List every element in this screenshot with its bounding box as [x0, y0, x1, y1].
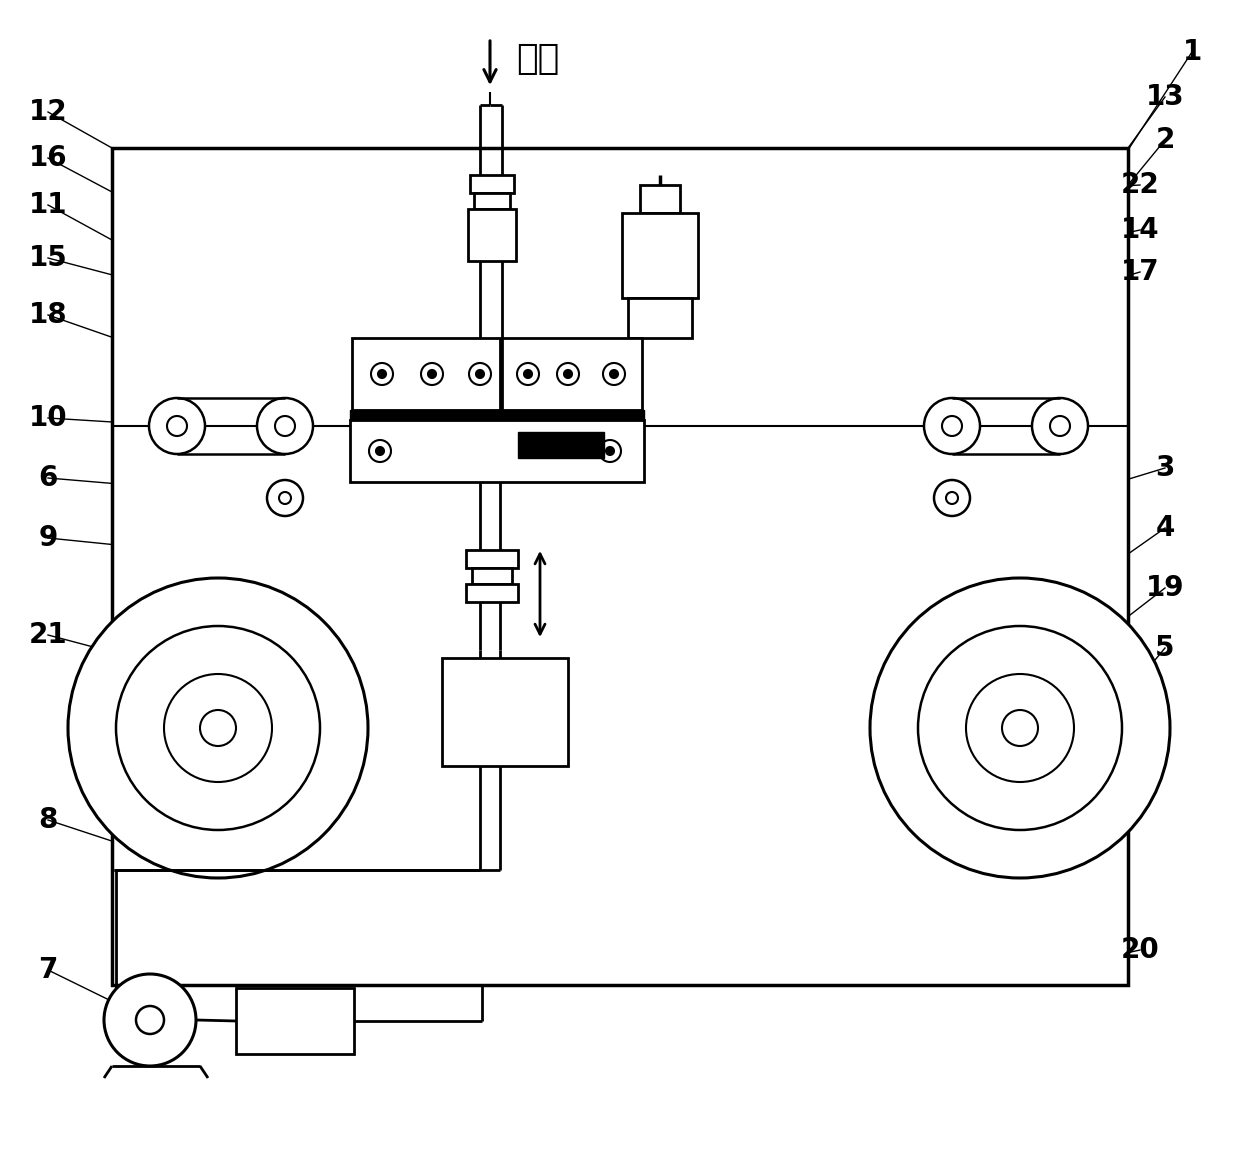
Bar	[518, 432, 604, 459]
Text: 1: 1	[1183, 38, 1202, 66]
Bar	[627, 298, 692, 338]
Text: 22: 22	[1121, 171, 1159, 199]
Bar	[470, 176, 515, 193]
Circle shape	[117, 626, 320, 830]
Text: 19: 19	[1146, 574, 1184, 602]
Circle shape	[469, 363, 491, 385]
Circle shape	[428, 370, 436, 378]
Circle shape	[564, 370, 572, 378]
Circle shape	[934, 480, 970, 516]
Circle shape	[378, 370, 386, 378]
Text: 15: 15	[29, 244, 67, 271]
Circle shape	[557, 363, 579, 385]
Text: 7: 7	[38, 956, 58, 984]
Circle shape	[525, 370, 532, 378]
Text: 20: 20	[1121, 936, 1159, 964]
Circle shape	[279, 492, 291, 504]
Bar	[474, 193, 510, 209]
Text: 10: 10	[29, 404, 67, 432]
Circle shape	[164, 675, 272, 782]
Circle shape	[870, 578, 1171, 878]
Circle shape	[924, 398, 980, 454]
Circle shape	[603, 363, 625, 385]
Circle shape	[136, 1006, 164, 1034]
Circle shape	[104, 974, 196, 1066]
Bar	[622, 213, 698, 298]
Circle shape	[942, 416, 962, 435]
Bar	[352, 338, 500, 410]
Bar	[112, 148, 1128, 985]
Circle shape	[606, 447, 614, 455]
Circle shape	[68, 578, 368, 878]
Circle shape	[476, 370, 484, 378]
Bar	[472, 568, 512, 584]
Bar	[466, 550, 518, 568]
Text: 21: 21	[29, 621, 67, 649]
Text: 14: 14	[1121, 216, 1159, 244]
Bar	[466, 584, 518, 602]
Circle shape	[371, 363, 393, 385]
Circle shape	[200, 710, 236, 746]
Text: 3: 3	[1156, 454, 1174, 482]
Circle shape	[599, 440, 621, 462]
Text: 17: 17	[1121, 258, 1159, 286]
Circle shape	[149, 398, 205, 454]
Text: 12: 12	[29, 98, 67, 126]
Circle shape	[370, 440, 391, 462]
Text: 4: 4	[1156, 514, 1174, 542]
Circle shape	[376, 447, 384, 455]
Text: 11: 11	[29, 191, 67, 219]
Bar	[350, 420, 644, 482]
Circle shape	[167, 416, 187, 435]
Text: 9: 9	[38, 524, 57, 552]
Bar	[236, 988, 353, 1055]
Text: 烟气: 烟气	[516, 42, 559, 76]
Circle shape	[946, 492, 959, 504]
Circle shape	[275, 416, 295, 435]
Circle shape	[1050, 416, 1070, 435]
Bar	[467, 209, 516, 261]
Circle shape	[1002, 710, 1038, 746]
Text: 13: 13	[1146, 83, 1184, 111]
Circle shape	[422, 363, 443, 385]
Circle shape	[257, 398, 312, 454]
Circle shape	[517, 363, 539, 385]
Text: 5: 5	[1156, 634, 1174, 662]
Circle shape	[267, 480, 303, 516]
Text: 18: 18	[29, 301, 67, 329]
Text: 6: 6	[38, 464, 58, 492]
Bar	[350, 410, 644, 420]
Circle shape	[966, 675, 1074, 782]
Bar	[441, 658, 568, 766]
Text: 16: 16	[29, 144, 67, 172]
Circle shape	[1032, 398, 1087, 454]
Text: 8: 8	[38, 806, 58, 834]
Circle shape	[918, 626, 1122, 830]
Bar	[502, 338, 642, 410]
Circle shape	[610, 370, 618, 378]
Bar	[640, 185, 680, 213]
Text: 2: 2	[1156, 126, 1174, 154]
